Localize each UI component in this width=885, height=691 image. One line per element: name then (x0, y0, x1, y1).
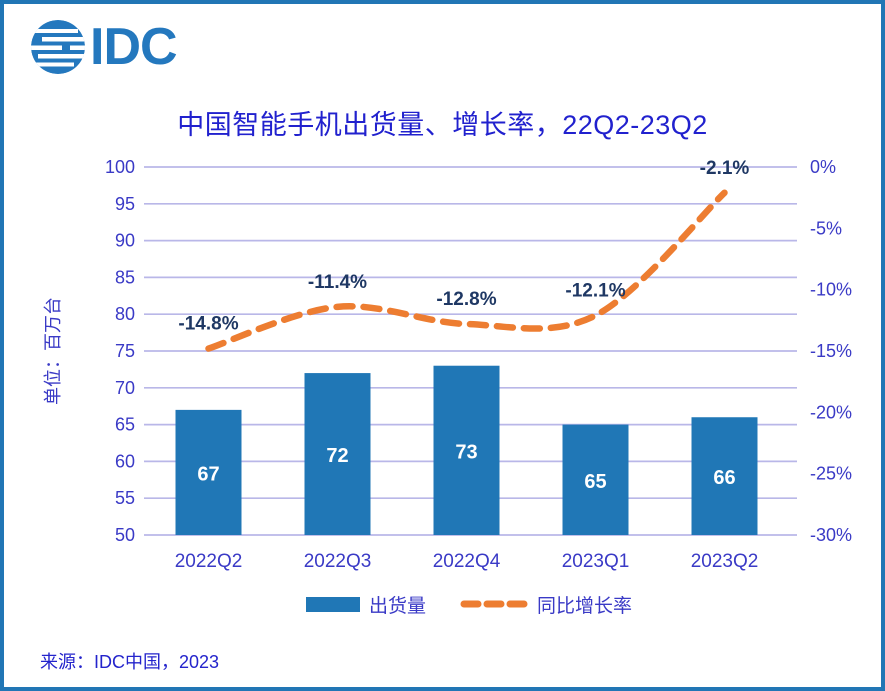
bar (304, 373, 371, 535)
legend-bar-swatch-icon (305, 596, 360, 612)
legend-item: 同比增长率 (460, 591, 632, 618)
left-axis-title: 单位：百万台 (43, 297, 63, 405)
right-tick-label: -20% (810, 402, 852, 422)
right-tick-label: -10% (810, 280, 852, 300)
line-point-label: -12.1% (565, 280, 625, 301)
chart-title: 中国智能手机出货量、增长率，22Q2-23Q2 (177, 110, 708, 140)
bar-value-label: 65 (584, 471, 606, 493)
x-tick-label: 2023Q1 (562, 551, 630, 572)
left-tick-label: 80 (115, 304, 135, 324)
source-note: 来源：IDC中国，2023 (40, 652, 220, 672)
x-tick-label: 2022Q2 (175, 551, 243, 572)
bar (433, 365, 500, 535)
line-point-label: -14.8% (178, 314, 238, 335)
bar-value-label: 72 (326, 445, 348, 467)
chart-plot-area: 100 95 90 85 80 75 70 65 60 55 50 0% -5% -10% -15% -20%… (43, 157, 852, 572)
left-tick-label: 95 (115, 194, 135, 214)
legend-label: 同比增长率 (537, 595, 633, 617)
idc-logo: IDC (30, 18, 178, 76)
bar-value-label: 66 (713, 467, 735, 489)
growth-line (205, 189, 728, 352)
x-tick-label: 2022Q4 (433, 551, 501, 572)
bar-value-label: 73 (455, 441, 477, 463)
left-tick-label: 50 (115, 525, 135, 545)
right-tick-label: -5% (810, 218, 842, 238)
left-tick-label: 60 (115, 451, 135, 471)
left-tick-label: 100 (105, 157, 135, 177)
legend-item: 出货量 (305, 591, 426, 618)
x-tick-label: 2023Q2 (691, 551, 759, 572)
x-tick-label: 2022Q3 (304, 551, 372, 572)
right-tick-label: 0% (810, 157, 836, 177)
idc-globe-icon (31, 20, 85, 74)
legend-dashed-line-swatch-icon (460, 600, 528, 608)
left-tick-label: 85 (115, 267, 135, 287)
bar (562, 424, 629, 535)
bar (691, 417, 758, 535)
bar-value-label: 67 (197, 463, 219, 485)
left-tick-label: 75 (115, 341, 135, 361)
right-tick-label: -15% (810, 341, 852, 361)
right-tick-label: -30% (810, 525, 852, 545)
bar (175, 409, 242, 535)
legend: 出货量 同比增长率 (144, 591, 794, 618)
line-point-label: -12.8% (436, 289, 496, 310)
idc-logo-text: IDC (90, 18, 178, 76)
right-tick-label: -25% (810, 464, 852, 484)
line-point-label: -2.1% (700, 158, 750, 179)
left-tick-label: 70 (115, 378, 135, 398)
left-tick-label: 65 (115, 415, 135, 435)
legend-label: 出货量 (368, 595, 426, 617)
line-point-label: -11.4% (308, 272, 367, 293)
left-tick-label: 55 (115, 488, 135, 508)
left-tick-label: 90 (115, 231, 135, 251)
